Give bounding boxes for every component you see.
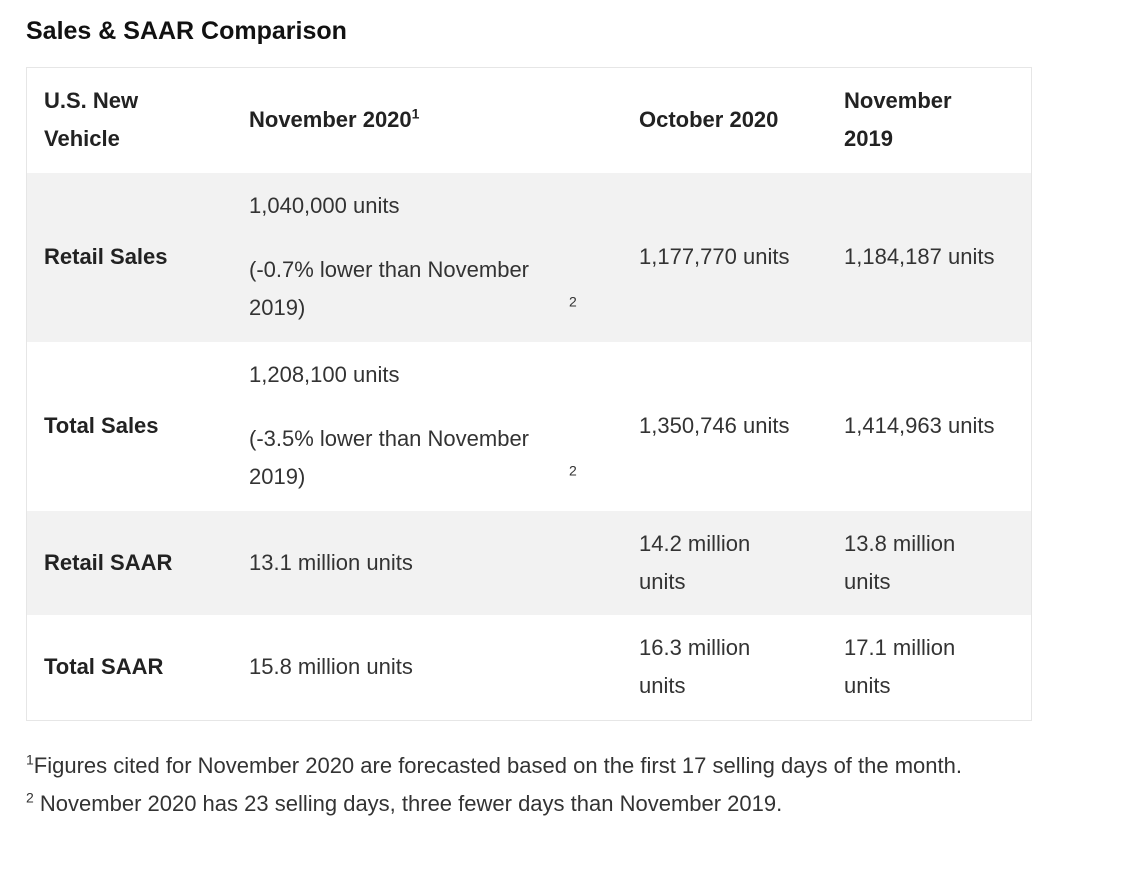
row-label: Retail Sales bbox=[44, 244, 168, 269]
section-title: Sales & SAAR Comparison bbox=[26, 17, 347, 45]
row-label: Total SAAR bbox=[44, 654, 164, 680]
cell-oct-2020: 1,177,770 units bbox=[639, 244, 790, 269]
table-row: Total Sales 1,208,100 units (-3.5% lower … bbox=[27, 342, 1032, 511]
table-header-row: U.S. New Vehicle November 20201 October … bbox=[27, 68, 1032, 173]
footnote-2: 2 November 2020 has 23 selling days, thr… bbox=[26, 789, 783, 816]
header-november-2020: November 20201 bbox=[249, 105, 420, 133]
table-row: Retail SAAR 13.1 million units 14.2 mill… bbox=[26, 510, 1032, 615]
sales-saar-table: U.S. New Vehicle November 20201 October … bbox=[26, 67, 1032, 721]
cell-nov-2020: 1,040,000 units (-0.7% lower than Novembe… bbox=[249, 193, 577, 320]
cell-nov-2019: 1,414,963 units bbox=[844, 413, 995, 438]
cell-nov-2019: 13.8 million units bbox=[844, 530, 956, 594]
footnote-1: 1Figures cited for November 2020 are for… bbox=[26, 751, 962, 778]
row-label: Retail SAAR bbox=[44, 549, 173, 575]
cell-nov-2019: 17.1 million units bbox=[844, 635, 956, 699]
table-row: Retail Sales 1,040,000 units (-0.7% lower… bbox=[26, 172, 1032, 342]
header-october-2020: October 2020 bbox=[639, 107, 779, 133]
table-row: Total SAAR 15.8 million units 16.3 milli… bbox=[27, 615, 1032, 721]
header-us-new-vehicle: U.S. New Vehicle bbox=[44, 88, 139, 152]
cell-oct-2020: 16.3 million units bbox=[639, 635, 751, 699]
footnotes: 1Figures cited for November 2020 are for… bbox=[26, 747, 1026, 823]
cell-nov-2020: 15.8 million units bbox=[249, 654, 413, 680]
cell-oct-2020: 14.2 million units bbox=[639, 530, 751, 594]
cell-nov-2020: 13.1 million units bbox=[249, 549, 413, 575]
header-november-2019: November 2019 bbox=[844, 88, 952, 152]
cell-nov-2019: 1,184,187 units bbox=[844, 244, 995, 269]
row-label: Total Sales bbox=[44, 413, 159, 438]
cell-nov-2020: 1,208,100 units (-3.5% lower than Novembe… bbox=[249, 362, 577, 489]
cell-oct-2020: 1,350,746 units bbox=[639, 413, 790, 438]
